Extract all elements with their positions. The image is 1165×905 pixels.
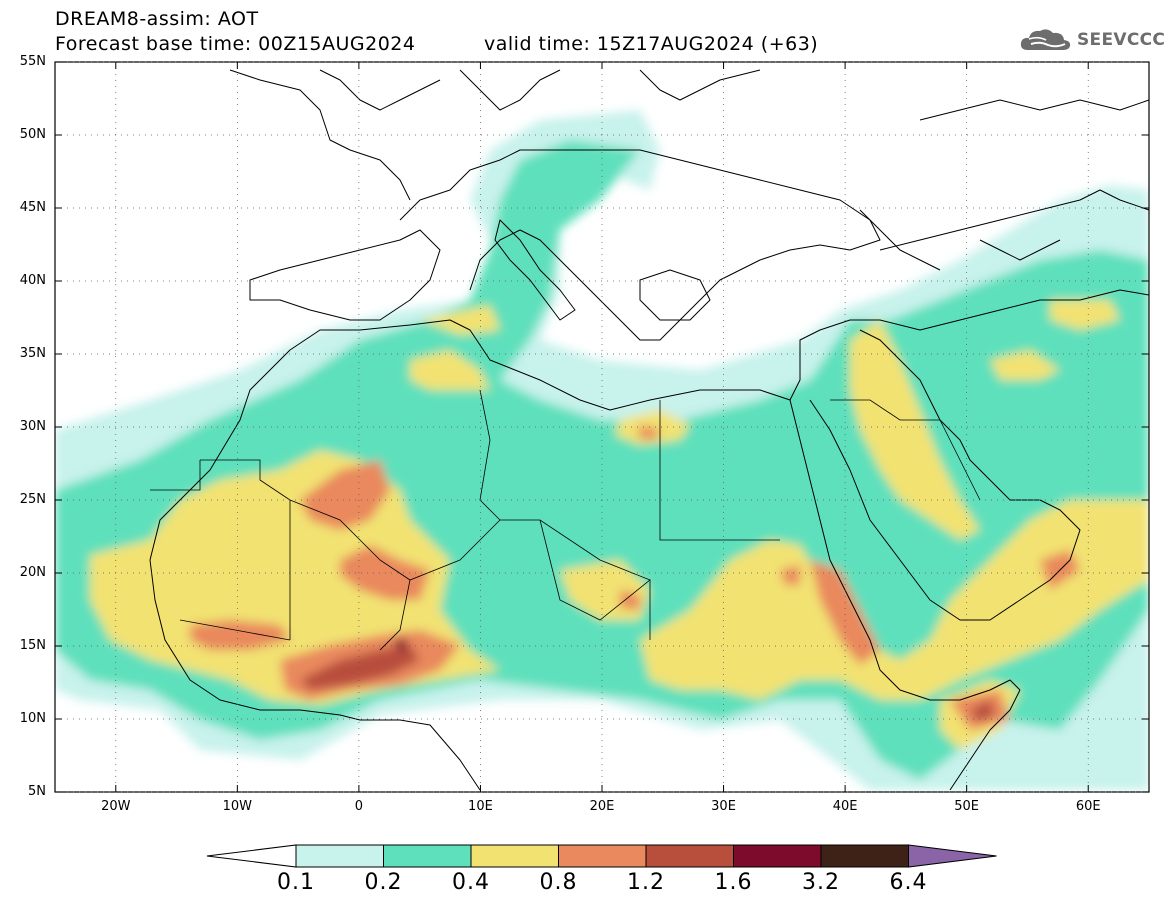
colorbar-over-arrow [908,844,997,868]
colorbar-label: 1.2 [627,870,665,895]
colorbar-segment [558,844,647,868]
colorbar-segment [820,844,909,868]
lat-label: 35N [19,346,46,361]
colorbar-segment [470,844,559,868]
lat-label: 45N [19,200,46,215]
lat-label: 5N [28,784,46,799]
cloud-icon [1020,29,1071,50]
lat-label: 50N [19,127,46,142]
lat-label: 15N [19,638,46,653]
lon-label: 0 [354,799,364,814]
valid-time: valid time: 15Z17AUG2024 (+63) [484,33,819,55]
lon-label: 20E [589,799,615,814]
logo-text: SEEVCCC [1077,30,1165,50]
lon-label: 40E [832,799,858,814]
colorbar-segment [645,844,734,868]
forecast-base-time: Forecast base time: 00Z15AUG2024 [55,33,416,55]
lat-label: 30N [19,419,46,434]
seevccc-logo: SEEVCCC [1018,26,1165,54]
colorbar-label: 1.6 [714,870,753,895]
lon-label: 20W [101,799,131,814]
lat-label: 20N [19,565,46,580]
lat-label: 40N [19,273,46,288]
axis-ticks [55,61,1149,793]
colorbar-under-arrow [206,844,297,868]
colorbar-label: 0.2 [364,870,403,895]
lon-label: 10E [468,799,493,814]
colorbar-label: 0.1 [277,870,315,895]
lat-label: 10N [19,711,46,726]
lon-label: 50E [954,799,980,814]
aot-field [55,110,1149,790]
colorbar-segment [383,844,472,868]
colorbar-label: 3.2 [802,870,840,895]
colorbar-label: 6.4 [889,870,928,895]
lat-label: 55N [19,54,46,69]
colorbar-segment [733,844,822,868]
colorbar-segment [295,844,384,868]
lon-label: 10W [222,799,253,814]
colorbar-label: 0.8 [539,870,578,895]
colorbar-label: 0.4 [452,870,490,895]
coastlines [149,69,1149,791]
lon-label: 60E [1075,799,1101,814]
colorbar [206,844,997,868]
country-borders [150,389,981,651]
lon-label: 30E [711,799,736,814]
lat-label: 25N [19,492,46,507]
map-title: DREAM8-assim: AOT [55,8,259,30]
